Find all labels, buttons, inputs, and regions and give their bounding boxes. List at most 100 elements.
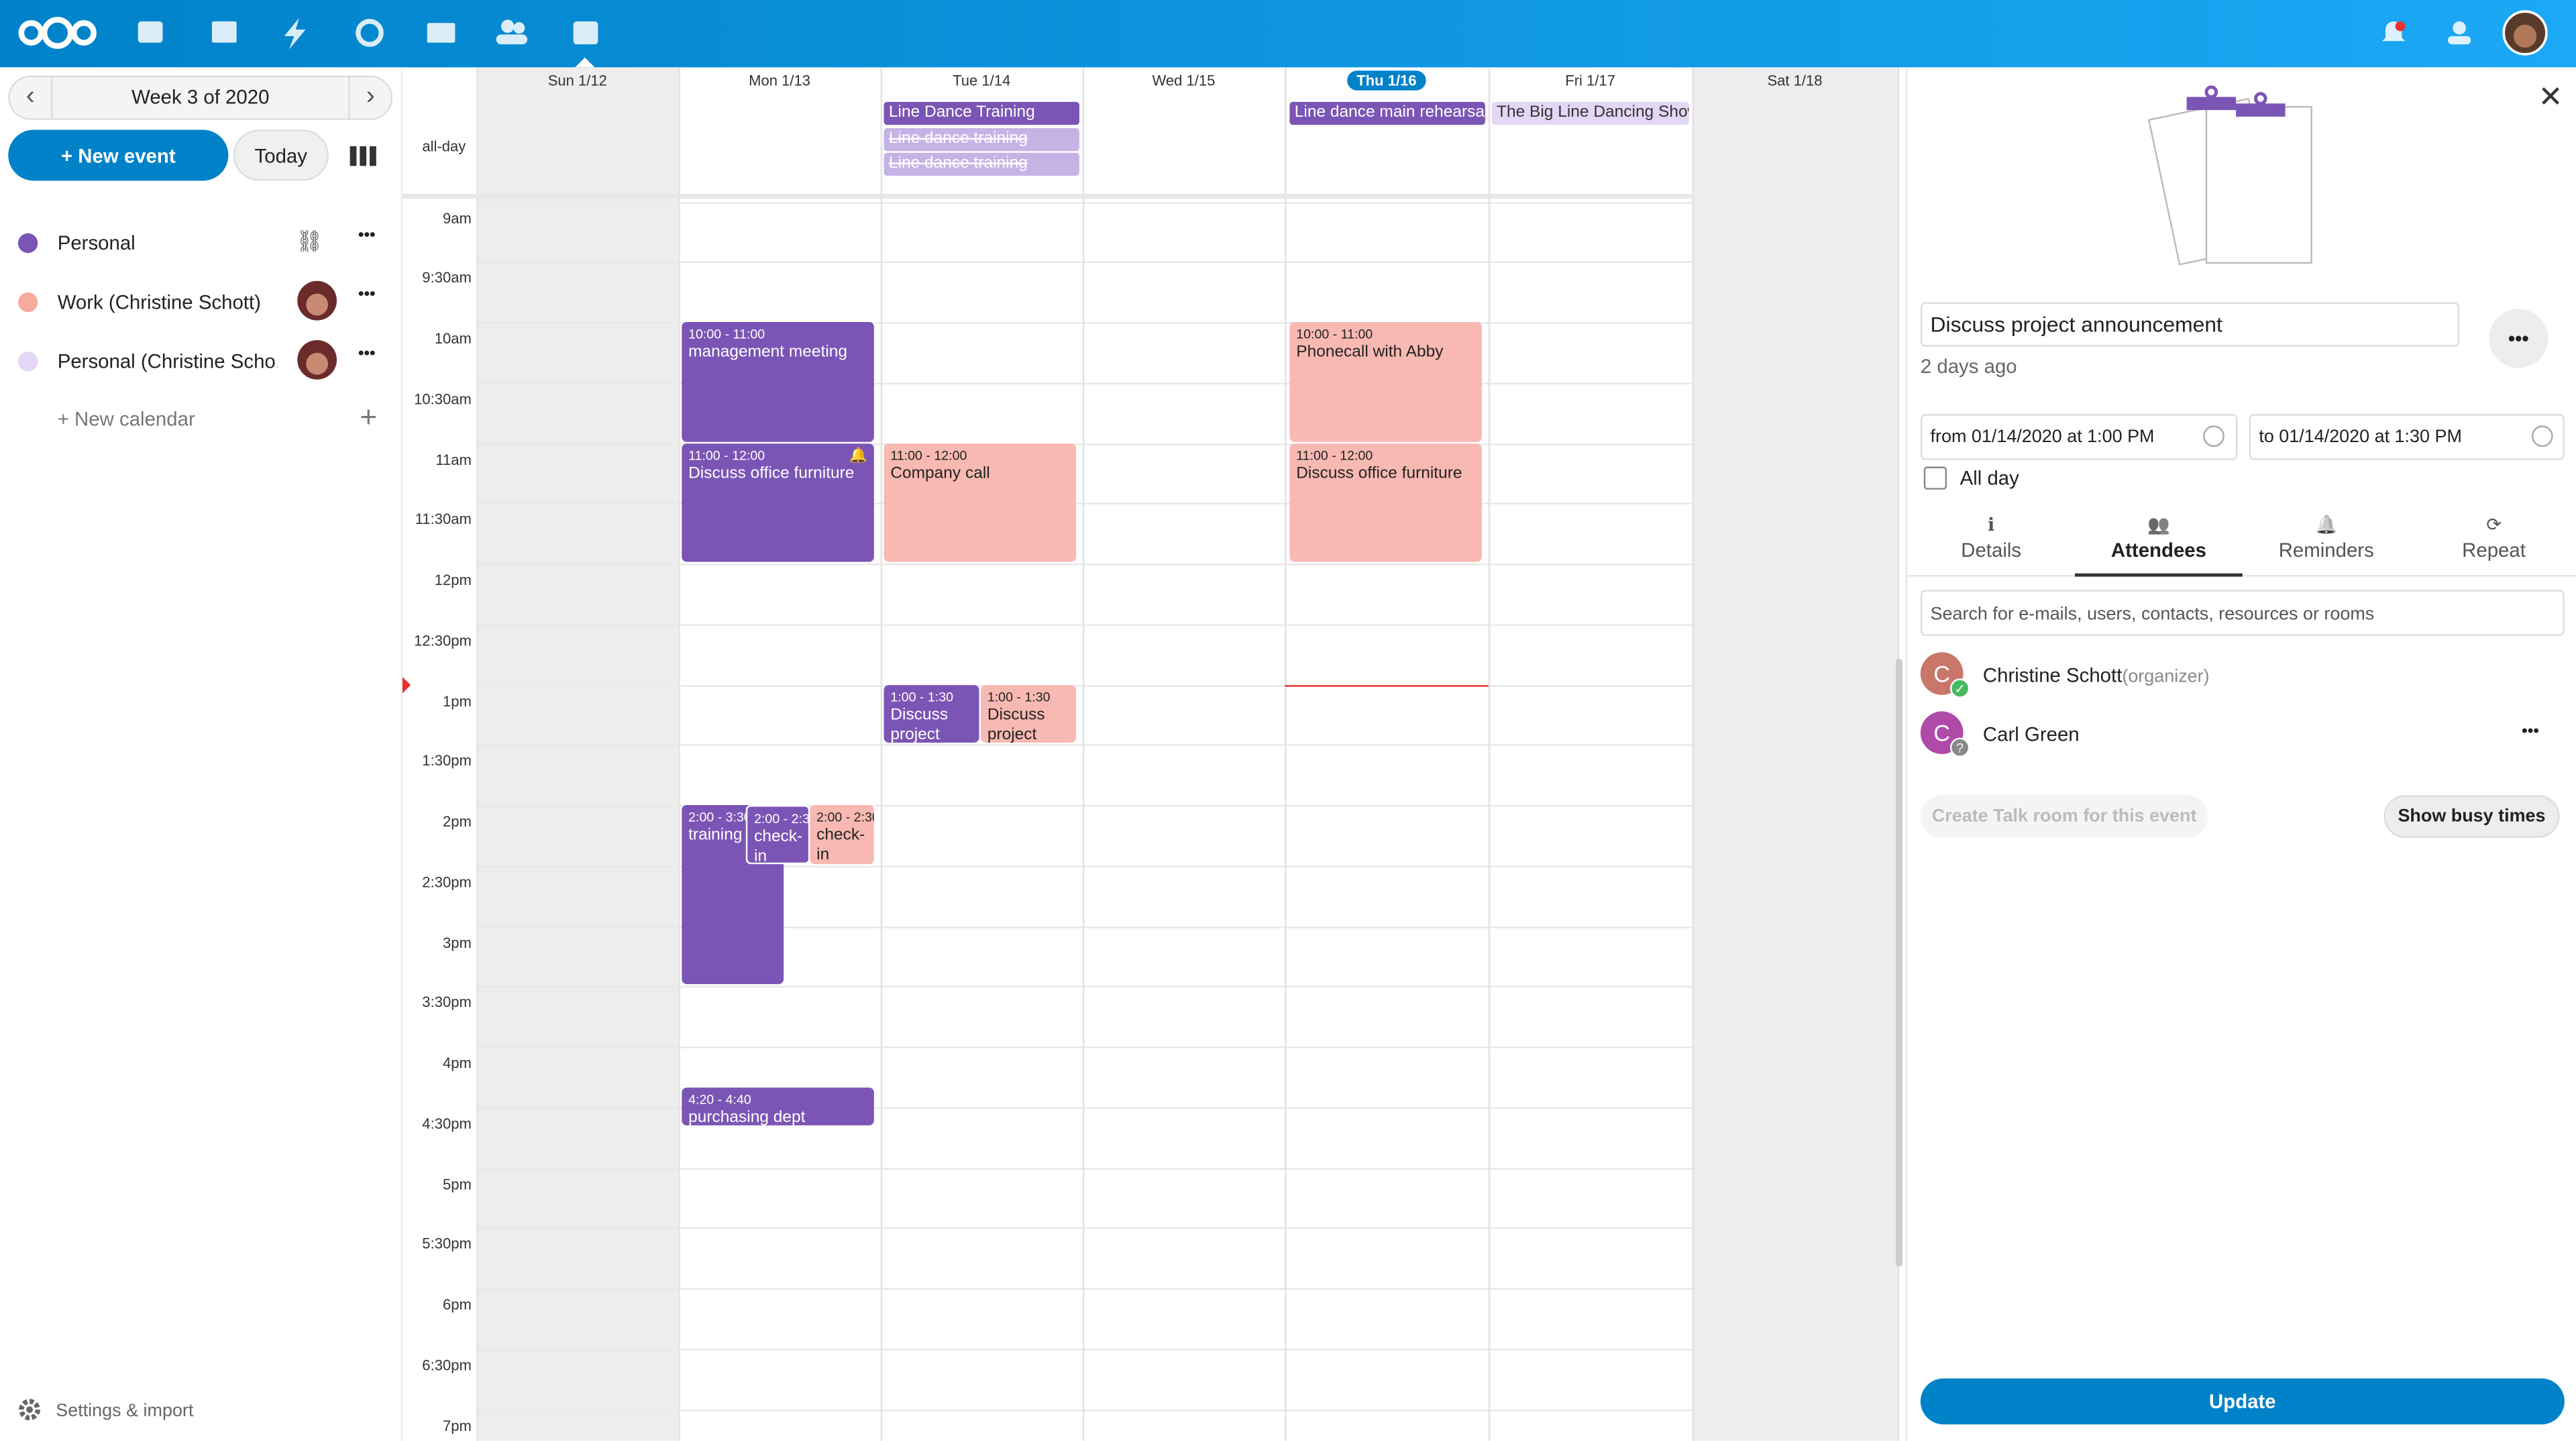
new-calendar[interactable]: + New calendar <box>57 407 195 431</box>
mail-icon[interactable] <box>427 23 455 43</box>
from-input[interactable]: from 01/14/2020 at 1:00 PM <box>1920 414 2238 460</box>
event-time: 2:00 - 2:30 <box>816 810 874 825</box>
event-time: 1:00 - 1:30 <box>890 689 954 704</box>
event-panel: ✕ Discuss project announcement ••• 2 day… <box>1905 67 2576 1441</box>
calendar-icon[interactable] <box>573 21 598 45</box>
calendar-name[interactable]: Personal <box>57 231 136 255</box>
all-day-event[interactable]: The Big Line Dancing Show <box>1491 101 1689 125</box>
event[interactable]: 11:00 - 12:00 Company call <box>883 443 1077 562</box>
close-button[interactable]: ✕ <box>2538 81 2563 113</box>
new-event-button[interactable]: + New event <box>8 129 229 181</box>
time-label: 11am <box>435 451 472 468</box>
time-label: 12:30pm <box>414 632 472 649</box>
day-header: Tue 1/14 <box>916 70 1047 90</box>
time-label: 1:30pm <box>422 753 472 769</box>
event[interactable]: 10:00 - 11:00 management meeting <box>682 322 874 441</box>
title-input[interactable]: Discuss project announcement <box>1920 302 2460 347</box>
event-time: 4:20 - 4:40 <box>688 1091 751 1107</box>
tab[interactable]: ⟳ Repeat <box>2410 508 2576 577</box>
day-divider <box>1692 67 1694 1441</box>
timezone-icon[interactable] <box>2531 425 2553 447</box>
share-link-icon[interactable]: ⛓ <box>295 228 323 254</box>
time-label: 5:30pm <box>422 1236 472 1252</box>
prev-week[interactable]: ‹ <box>10 77 53 119</box>
busy-times-button[interactable]: Show busy times <box>2383 795 2560 838</box>
photos-icon[interactable] <box>211 21 237 43</box>
attendee-menu[interactable]: ••• <box>2522 723 2539 741</box>
scrollbar <box>1896 659 1902 1267</box>
calendar-name[interactable]: Personal (Christine Scho... <box>57 350 278 373</box>
add-calendar-icon[interactable]: + <box>360 401 378 434</box>
event-time: 10:00 - 11:00 <box>688 327 765 342</box>
week-label[interactable]: Week 3 of 2020 <box>131 85 270 109</box>
tab[interactable]: ℹ Details <box>1907 508 2075 577</box>
event[interactable]: 10:00 - 11:00 Phonecall with Abby <box>1289 322 1482 441</box>
more-button[interactable]: ••• <box>2489 309 2548 368</box>
attendee-search[interactable]: Search for e-mails, users, contacts, res… <box>1920 590 2565 636</box>
all-day-checkbox[interactable] <box>1923 466 1947 490</box>
time-label: 10:30am <box>414 390 472 407</box>
event-title: training <box>688 826 743 845</box>
calendar-menu[interactable]: ••• <box>358 345 376 364</box>
tab-label: Attendees <box>2110 539 2206 562</box>
files-icon[interactable] <box>138 21 163 43</box>
time-label: 10am <box>434 330 472 347</box>
to-input[interactable]: to 01/14/2020 at 1:30 PM <box>2249 414 2565 460</box>
timezone-icon[interactable] <box>2203 425 2224 447</box>
reminder-icon: 🔔 <box>849 445 868 463</box>
weekend-shade <box>476 67 679 1441</box>
day-label: Sat 1/18 <box>1767 72 1823 89</box>
view-toggle[interactable] <box>348 145 378 168</box>
day-divider <box>1488 67 1491 1441</box>
all-day-event[interactable]: Line dance main rehearsal <box>1289 101 1485 125</box>
day-label: Sun 1/12 <box>547 72 607 89</box>
talk-room-button[interactable]: Create Talk room for this event <box>1920 795 2208 838</box>
talk-icon[interactable] <box>356 19 384 47</box>
contacts-icon[interactable] <box>500 19 515 33</box>
tab[interactable]: 👥 Attendees <box>2075 508 2243 577</box>
attendee-avatar: C <box>1920 711 1964 755</box>
event-title: Discuss office furniture <box>1296 464 1462 482</box>
activity-icon[interactable] <box>284 17 306 50</box>
all-day-label[interactable]: All day <box>1960 466 2019 490</box>
event[interactable]: 1:00 - 1:30 Discuss project <box>981 684 1077 743</box>
calendar-menu[interactable]: ••• <box>358 286 376 305</box>
today-button[interactable]: Today <box>233 129 329 181</box>
contacts-menu-icon[interactable] <box>2453 21 2466 35</box>
all-day-event[interactable]: Line dance training <box>883 152 1079 176</box>
tab[interactable]: 🔔 Reminders <box>2243 508 2410 577</box>
all-day-event[interactable]: Line Dance Training <box>883 101 1079 125</box>
next-week[interactable]: › <box>348 77 391 119</box>
event-time: 11:00 - 12:00 <box>890 447 967 463</box>
tab-label: Details <box>1961 539 2022 562</box>
event[interactable]: 11:00 - 12:00 Discuss office furniture <box>1289 443 1482 562</box>
day-divider <box>678 67 680 1441</box>
calendar-dot <box>17 233 38 254</box>
all-day-event[interactable]: Line dance training <box>883 128 1079 152</box>
event-title: management meeting <box>688 343 848 362</box>
logo[interactable] <box>18 17 97 49</box>
attendee-name: Christine Schott(organizer) <box>1983 663 2210 686</box>
event[interactable]: 11:00 - 12:00 Discuss office furniture 🔔 <box>682 443 874 562</box>
settings-import[interactable]: Settings & import <box>56 1401 194 1422</box>
event-time: 11:00 - 12:00 <box>688 447 765 463</box>
day-header: Fri 1/17 <box>1525 70 1656 90</box>
calendar-menu[interactable]: ••• <box>358 226 376 245</box>
attendee-name-text: Carl Green <box>1982 723 2080 746</box>
top-icons <box>18 10 2548 68</box>
time-label: 4pm <box>442 1055 472 1071</box>
tab-icon: 👥 <box>2147 515 2170 536</box>
calendar-name[interactable]: Work (Christine Schott) <box>57 290 261 314</box>
tab-icon: ⟳ <box>2486 515 2502 536</box>
time-label: 4:30pm <box>422 1115 472 1132</box>
event[interactable]: 4:20 - 4:40 purchasing dept <box>682 1087 874 1126</box>
update-button[interactable]: Update <box>1920 1378 2565 1425</box>
settings-icon[interactable] <box>18 1398 41 1421</box>
time-label: 1pm <box>442 692 472 709</box>
attendee-name-text: Christine Schott <box>1982 663 2123 687</box>
